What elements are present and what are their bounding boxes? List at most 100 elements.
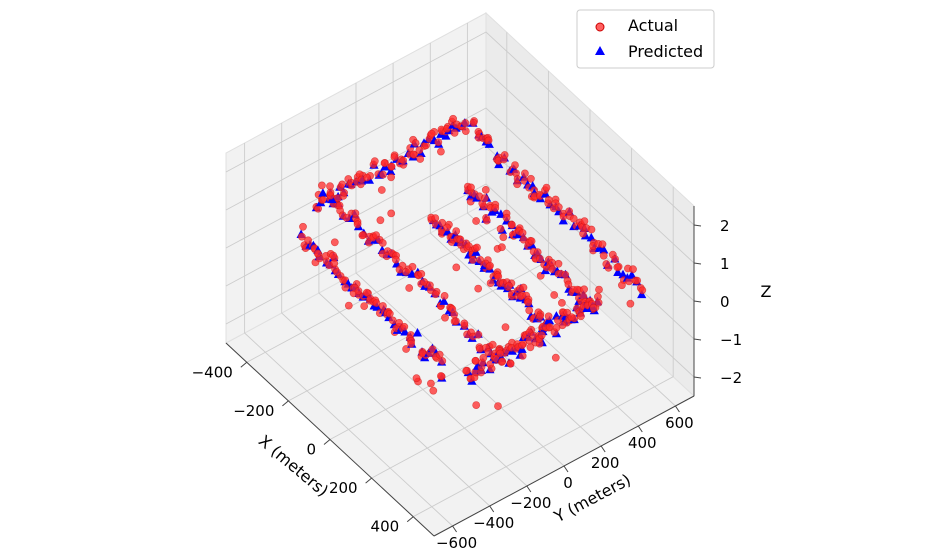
grid-line-z: [225, 31, 695, 226]
actual-point: [482, 216, 491, 225]
y-tick-mark: [600, 445, 606, 453]
legend-actual-label: Actual: [628, 16, 678, 35]
actual-point: [461, 127, 470, 136]
actual-point: [297, 232, 306, 241]
actual-point: [354, 287, 363, 295]
actual-point: [436, 372, 445, 380]
legend-box: [576, 9, 715, 69]
actual-point: [448, 305, 457, 314]
actual-point: [330, 259, 339, 268]
grid-line-y: [281, 123, 491, 507]
actual-point: [518, 228, 527, 237]
actual-point: [518, 341, 526, 350]
grid-line-y: [318, 103, 528, 487]
y-tick-label: −200: [510, 494, 551, 512]
actual-point: [317, 181, 326, 190]
y-tick-mark: [675, 405, 680, 413]
actual-point: [497, 243, 506, 252]
y-tick-label: 200: [591, 454, 620, 472]
predicted-point: [627, 270, 637, 279]
actual-point: [577, 312, 585, 321]
z-axis-label: Z: [761, 282, 772, 301]
y-tick-mark: [637, 425, 643, 433]
actual-point: [395, 318, 403, 327]
actual-point: [370, 157, 379, 166]
actual-point: [344, 301, 353, 310]
actual-point: [554, 259, 563, 268]
actual-point: [304, 236, 312, 245]
actual-point: [452, 263, 461, 272]
actual-point: [434, 138, 443, 147]
actual-point: [443, 124, 451, 133]
predicted-point: [496, 209, 506, 218]
predicted-point: [400, 327, 410, 336]
actual-point: [408, 262, 417, 271]
actual-point: [498, 357, 507, 366]
actual-point: [451, 317, 460, 326]
y-tick-label: −400: [473, 514, 514, 532]
actual-point: [504, 281, 513, 290]
actual-point: [426, 379, 435, 388]
y-tick-label: 0: [563, 474, 573, 492]
grid-line-x: [412, 186, 674, 518]
scatter-points: [296, 114, 647, 410]
z-tick-mark: [693, 224, 702, 227]
actual-point: [379, 170, 387, 179]
actual-point: [472, 401, 481, 409]
actual-point: [313, 249, 322, 258]
actual-point: [536, 254, 544, 263]
y-tick-label: −600: [436, 534, 477, 552]
actual-point: [602, 260, 611, 268]
actual-point: [299, 222, 307, 231]
grid-line-y: [429, 43, 639, 427]
actual-point: [363, 173, 371, 182]
actual-point: [407, 339, 415, 348]
actual-point: [521, 169, 529, 178]
actual-point: [536, 312, 544, 321]
actual-point: [481, 185, 490, 194]
predicted-point: [599, 245, 609, 254]
actual-point: [405, 284, 414, 292]
actual-point: [506, 359, 515, 368]
actual-point: [415, 146, 424, 154]
actual-point: [486, 261, 494, 270]
actual-point: [580, 285, 588, 294]
actual-point: [618, 281, 626, 290]
actual-point: [378, 302, 387, 310]
legend-predicted-marker: [595, 46, 605, 55]
actual-point: [462, 366, 471, 375]
z-tick-label: −1: [720, 331, 742, 349]
z-tick-mark: [693, 262, 702, 265]
grid-line-y: [244, 143, 453, 527]
actual-point: [554, 203, 563, 212]
z-tick-mark: [693, 338, 702, 341]
actual-point: [429, 386, 438, 395]
actual-point: [494, 272, 503, 281]
x-axis-label: X (meters): [255, 431, 332, 500]
actual-point: [587, 225, 596, 234]
actual-point: [436, 147, 445, 156]
actual-point: [629, 265, 637, 274]
actual-point: [564, 280, 573, 289]
actual-point: [595, 285, 603, 294]
actual-point: [507, 221, 516, 229]
actual-point: [330, 238, 339, 247]
actual-point: [573, 285, 582, 294]
grid-line-y: [466, 23, 676, 407]
actual-point: [479, 353, 488, 362]
z-tick-label: 2: [720, 217, 730, 235]
actual-point: [496, 224, 505, 233]
actual-point: [387, 162, 396, 171]
actual-point: [599, 251, 608, 260]
actual-point: [412, 374, 421, 383]
actual-point: [474, 330, 483, 339]
predicted-point: [386, 166, 396, 175]
actual-point: [460, 319, 469, 328]
actual-point: [409, 150, 418, 159]
actual-point: [527, 174, 535, 183]
actual-point: [362, 288, 371, 297]
y-tick-mark: [563, 465, 569, 473]
actual-point: [491, 204, 500, 212]
actual-point: [385, 309, 394, 318]
actual-point: [333, 268, 341, 277]
